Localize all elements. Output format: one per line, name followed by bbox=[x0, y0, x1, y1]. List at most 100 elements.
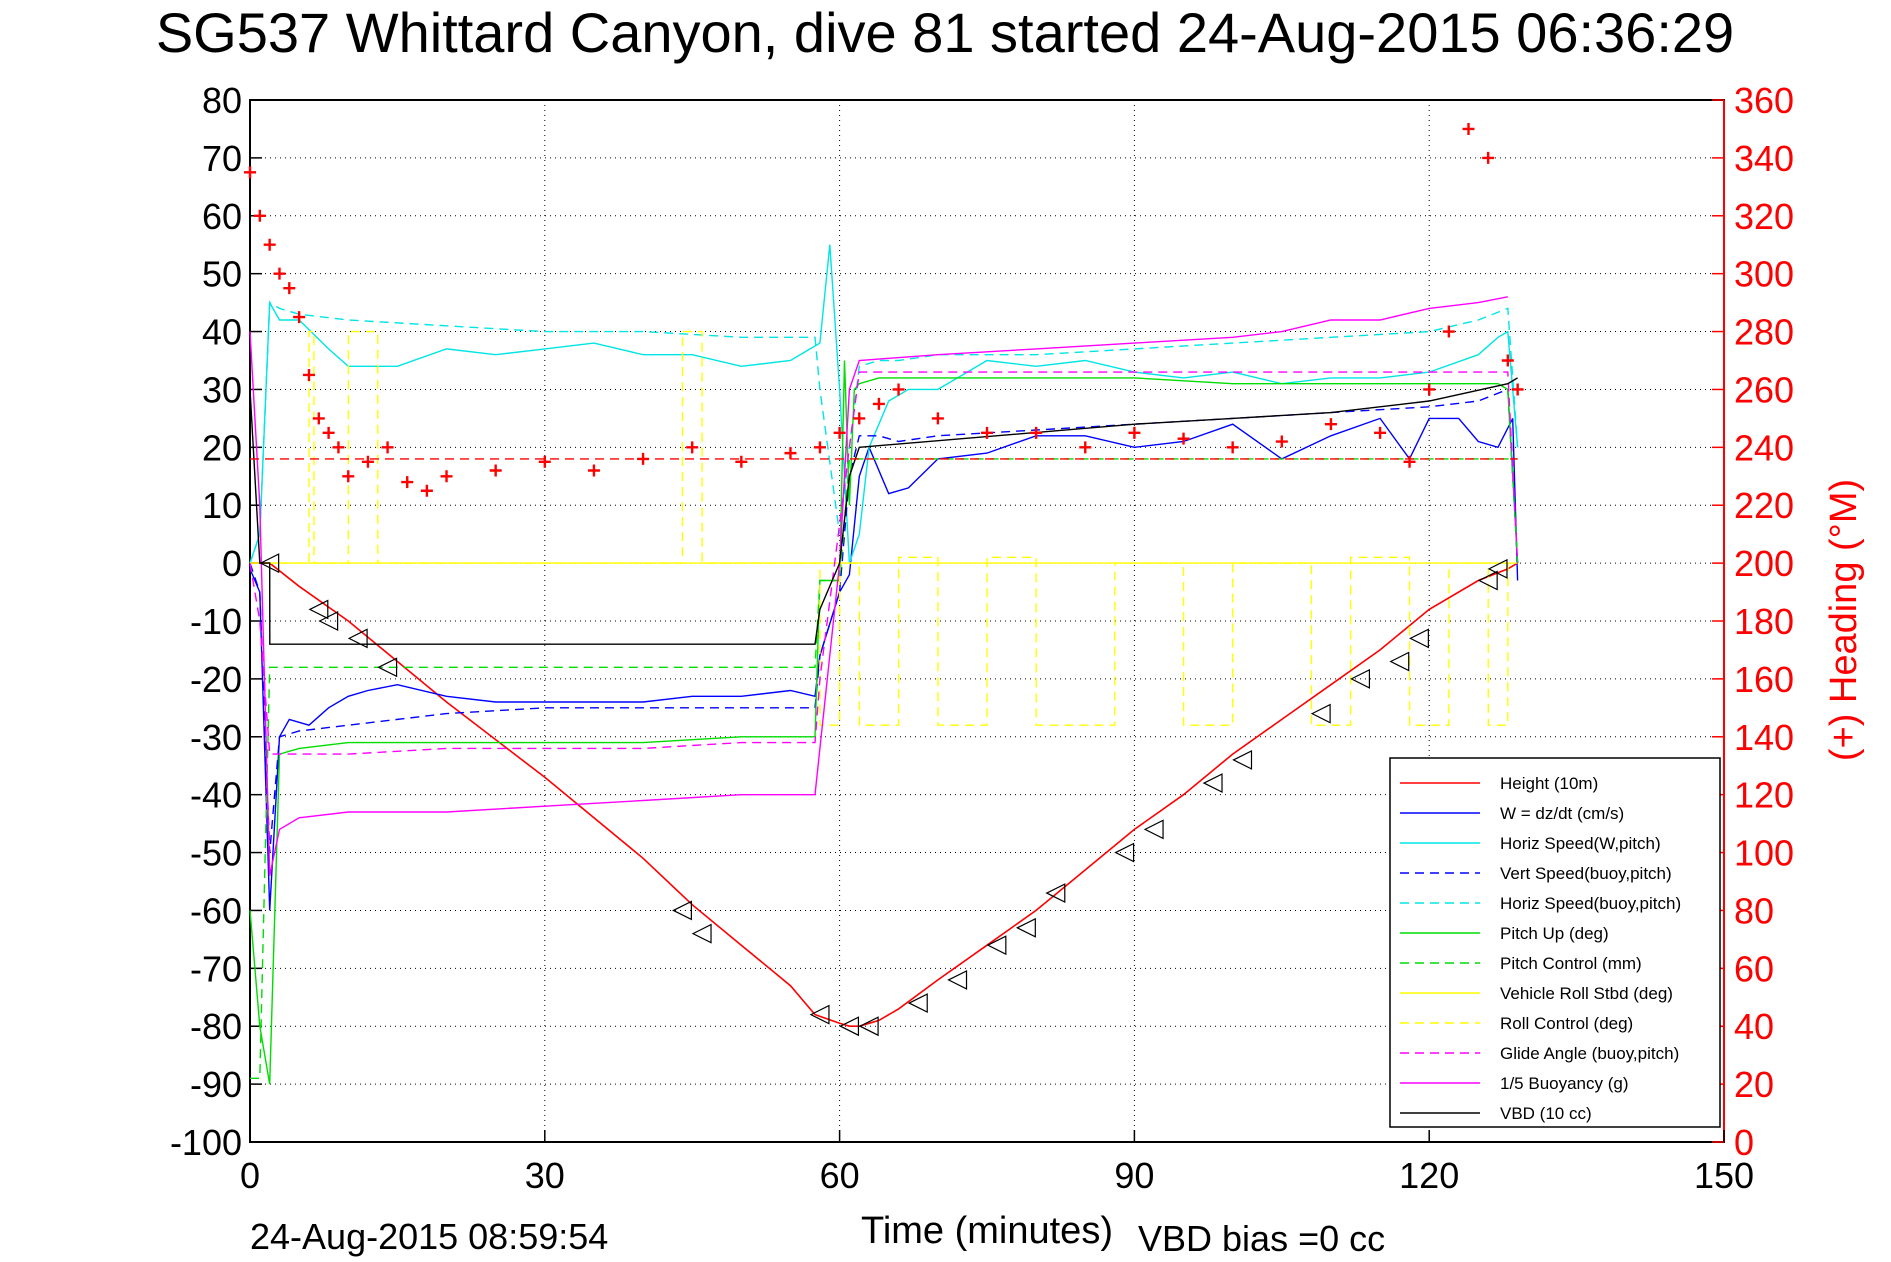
heading-point bbox=[538, 455, 551, 468]
heading-point bbox=[813, 441, 826, 454]
y-tick-label: -30 bbox=[190, 717, 242, 758]
y2-tick-label: 300 bbox=[1734, 254, 1794, 295]
height-triangle-marker bbox=[318, 611, 339, 631]
series-layer bbox=[249, 244, 1519, 1085]
heading-point bbox=[1177, 432, 1190, 445]
legend-entry: Pitch Up (deg) bbox=[1500, 924, 1609, 943]
y2-tick-label: 280 bbox=[1734, 312, 1794, 353]
heading-point bbox=[1462, 122, 1475, 135]
y-tick-label: 80 bbox=[202, 80, 242, 121]
y2-tick-label: 200 bbox=[1734, 543, 1794, 584]
chart-title: SG537 Whittard Canyon, dive 81 started 2… bbox=[156, 1, 1734, 64]
legend-entry: Glide Angle (buoy,pitch) bbox=[1500, 1044, 1679, 1063]
x-tick-label: 30 bbox=[525, 1155, 565, 1196]
height-triangle-marker bbox=[858, 1016, 879, 1037]
y-tick-label: -20 bbox=[190, 659, 242, 700]
y2-tick-label: 140 bbox=[1734, 717, 1794, 758]
heading-point bbox=[587, 464, 600, 477]
series-line-11 bbox=[249, 377, 1518, 645]
legend-entry: 1/5 Buoyancy (g) bbox=[1500, 1074, 1629, 1093]
y2-tick-label: 40 bbox=[1734, 1006, 1774, 1047]
heading-point bbox=[322, 426, 335, 439]
y-tick-label: -100 bbox=[170, 1122, 242, 1163]
x-tick-label: 150 bbox=[1694, 1155, 1754, 1196]
legend-box bbox=[1389, 757, 1721, 1128]
series-line-9 bbox=[249, 371, 1519, 755]
height-triangle-marker bbox=[1409, 628, 1429, 649]
y-tick-label: 40 bbox=[202, 312, 242, 353]
heading-point bbox=[853, 412, 866, 425]
height-triangle-marker bbox=[907, 993, 928, 1014]
height-triangle-marker bbox=[1487, 558, 1508, 579]
legend-entry: Pitch Control (mm) bbox=[1500, 954, 1642, 973]
heading-point bbox=[833, 426, 846, 439]
grid bbox=[250, 100, 1724, 1142]
heading-point bbox=[1374, 426, 1387, 439]
y-tick-label: 10 bbox=[202, 485, 242, 526]
y2-tick-label: 360 bbox=[1734, 80, 1794, 121]
height-triangle-marker bbox=[308, 599, 329, 620]
heading-point bbox=[1226, 441, 1239, 454]
legend-entry: Horiz Speed(W,pitch) bbox=[1500, 834, 1661, 853]
heading-point bbox=[381, 441, 394, 454]
x-axis: 0 30 60 90 120 150 bbox=[240, 1130, 1754, 1196]
markers-layer bbox=[259, 553, 1508, 1037]
left-axis: 80 70 60 50 40 30 20 10 0 -10 -20 -30 -40 -50 -60 -70 -8… bbox=[170, 80, 262, 1163]
y2-tick-label: 60 bbox=[1734, 948, 1774, 989]
height-triangle-marker bbox=[259, 553, 280, 574]
y2-tick-label: 320 bbox=[1734, 196, 1794, 237]
series-line-5 bbox=[249, 360, 1519, 1085]
y-tick-label: -80 bbox=[190, 1006, 242, 1047]
heading-point bbox=[637, 452, 650, 465]
legend: Height (10m) W = dz/dt (cm/s) Horiz Speed(… bbox=[1389, 757, 1721, 1128]
heading-point bbox=[1442, 325, 1455, 338]
height-triangle-marker bbox=[839, 1016, 860, 1037]
heading-point bbox=[1482, 151, 1495, 164]
vbd-bias-label: VBD bias =0 cc bbox=[1138, 1218, 1385, 1259]
x-tick-label: 120 bbox=[1399, 1155, 1459, 1196]
heading-point bbox=[1128, 426, 1141, 439]
heading-point bbox=[1423, 383, 1436, 396]
height-triangle-marker bbox=[809, 1004, 830, 1025]
footer-timestamp: 24-Aug-2015 08:59:54 bbox=[250, 1216, 608, 1257]
height-triangle-marker bbox=[986, 935, 1007, 956]
legend-entry: Height (10m) bbox=[1500, 774, 1598, 793]
height-triangle-marker bbox=[1389, 651, 1410, 672]
height-triangle-marker bbox=[1202, 773, 1223, 794]
heading-point bbox=[302, 368, 315, 381]
x-axis-label: Time (minutes) bbox=[861, 1210, 1113, 1252]
heading-point bbox=[440, 470, 453, 483]
height-triangle-marker bbox=[691, 923, 712, 944]
y2-tick-label: 20 bbox=[1734, 1064, 1774, 1105]
series-line-3 bbox=[249, 388, 1519, 853]
y2-tick-label: 120 bbox=[1734, 775, 1794, 816]
heading-point bbox=[1324, 418, 1337, 431]
heading-point bbox=[1511, 383, 1524, 396]
heading-point bbox=[293, 311, 306, 324]
heading-point bbox=[1079, 441, 1092, 454]
x-tick-label: 0 bbox=[240, 1155, 260, 1196]
heading-point bbox=[1030, 426, 1043, 439]
y-tick-label: 70 bbox=[202, 138, 242, 179]
height-triangle-marker bbox=[1310, 703, 1331, 724]
heading-point bbox=[872, 397, 885, 410]
heading-point bbox=[332, 441, 345, 454]
series-line-10 bbox=[249, 296, 1508, 876]
heading-point bbox=[361, 455, 374, 468]
y2-tick-label: 0 bbox=[1734, 1122, 1754, 1163]
heading-point bbox=[1275, 435, 1288, 448]
series-line-1 bbox=[249, 417, 1519, 911]
y-tick-label: 50 bbox=[202, 254, 242, 295]
heading-layer bbox=[244, 122, 1524, 497]
series-line-0 bbox=[250, 562, 1519, 1027]
heading-point bbox=[981, 426, 993, 439]
heading-point bbox=[686, 441, 699, 454]
x-tick-label: 90 bbox=[1114, 1155, 1154, 1196]
heading-point bbox=[735, 455, 748, 468]
legend-entry: Horiz Speed(buoy,pitch) bbox=[1500, 894, 1681, 913]
height-triangle-marker bbox=[672, 900, 692, 921]
height-triangle-marker bbox=[1350, 668, 1371, 689]
height-triangle-marker bbox=[347, 628, 368, 649]
height-triangle-marker bbox=[947, 969, 968, 990]
